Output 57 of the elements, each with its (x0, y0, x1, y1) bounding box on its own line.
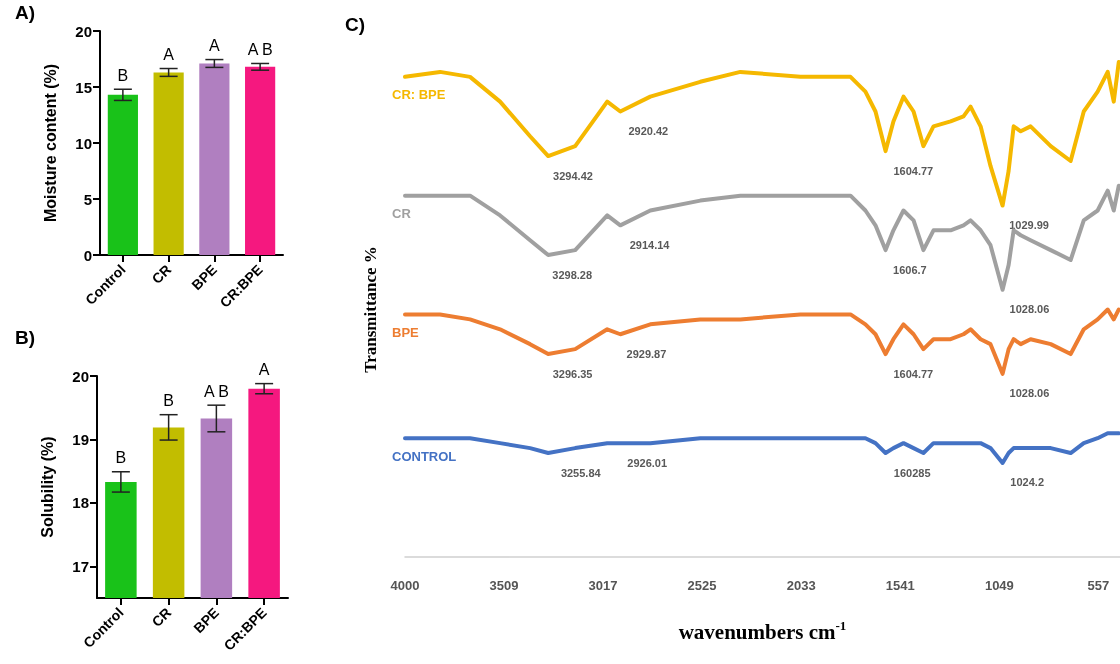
x-tick-label: 3017 (588, 578, 618, 593)
annotation: 2914.14 (629, 238, 671, 251)
x-tick-label: 557 (1087, 578, 1110, 593)
annotation: 3255.84 (560, 466, 602, 479)
annotation: B (115, 449, 127, 467)
x-tick-label: 2033 (786, 578, 816, 593)
annotation: 2929.87 (626, 347, 667, 360)
y-axis-title: Transmittance % (360, 246, 380, 373)
x-tick-label: 1541 (885, 578, 915, 593)
annotation: 2920.42 (628, 125, 669, 137)
annotation: 1024.2 (1010, 476, 1045, 489)
y-tick-label: 20 (72, 367, 89, 385)
y-tick-label: 0 (83, 246, 92, 264)
x-tick-label: 2525 (687, 578, 717, 593)
annotation: 3296.35 (552, 367, 593, 380)
y-tick-label: 17 (72, 557, 89, 575)
chart-title: B) (15, 327, 36, 348)
annotation: B (117, 66, 129, 84)
series-label: CONTROL (392, 448, 457, 464)
annotation: 1029.99 (1009, 219, 1049, 232)
annotation: 1606.7 (893, 263, 927, 276)
annotation: 160285 (893, 466, 931, 479)
x-tick-label: 4000 (390, 578, 420, 593)
y-tick-label: 18 (72, 494, 89, 512)
annotation: A (163, 46, 175, 64)
annotation: 2926.01 (627, 456, 668, 469)
x-tick-label: 1049 (984, 578, 1014, 593)
y-axis-title: Solubility (%) (38, 436, 56, 538)
y-tick-label: 19 (72, 430, 89, 448)
bar (245, 66, 276, 255)
series-label: BPE (392, 324, 420, 340)
annotation: 1028.06 (1009, 387, 1050, 400)
y-tick-label: 5 (83, 190, 92, 208)
chart-title: A) (15, 2, 36, 23)
annotation: 1028.06 (1009, 303, 1050, 316)
annotation: A B (247, 40, 273, 58)
x-tick-label: CR (148, 261, 175, 287)
annotation: 1604.77 (893, 164, 934, 177)
y-axis-title: Moisture content (%) (41, 63, 59, 223)
bar (199, 63, 230, 255)
annotation: A (209, 37, 221, 55)
annotation: B (163, 392, 174, 410)
annotation: A (258, 361, 270, 379)
annotation: 3294.42 (553, 169, 593, 182)
y-tick-label: 10 (75, 134, 92, 152)
bar (153, 72, 184, 255)
x-tick-label: 3509 (489, 578, 519, 593)
y-tick-label: 20 (75, 22, 92, 40)
annotation: 3298.28 (552, 268, 593, 281)
annotation: 1604.77 (893, 367, 934, 380)
series-label: CR (392, 206, 412, 222)
bar (107, 94, 138, 255)
y-tick-label: 15 (75, 78, 92, 96)
annotation: A B (203, 382, 229, 400)
chart-title: C) (345, 14, 366, 35)
x-tick-label: CR (148, 604, 175, 630)
series-label: CR: BPE (392, 87, 446, 103)
